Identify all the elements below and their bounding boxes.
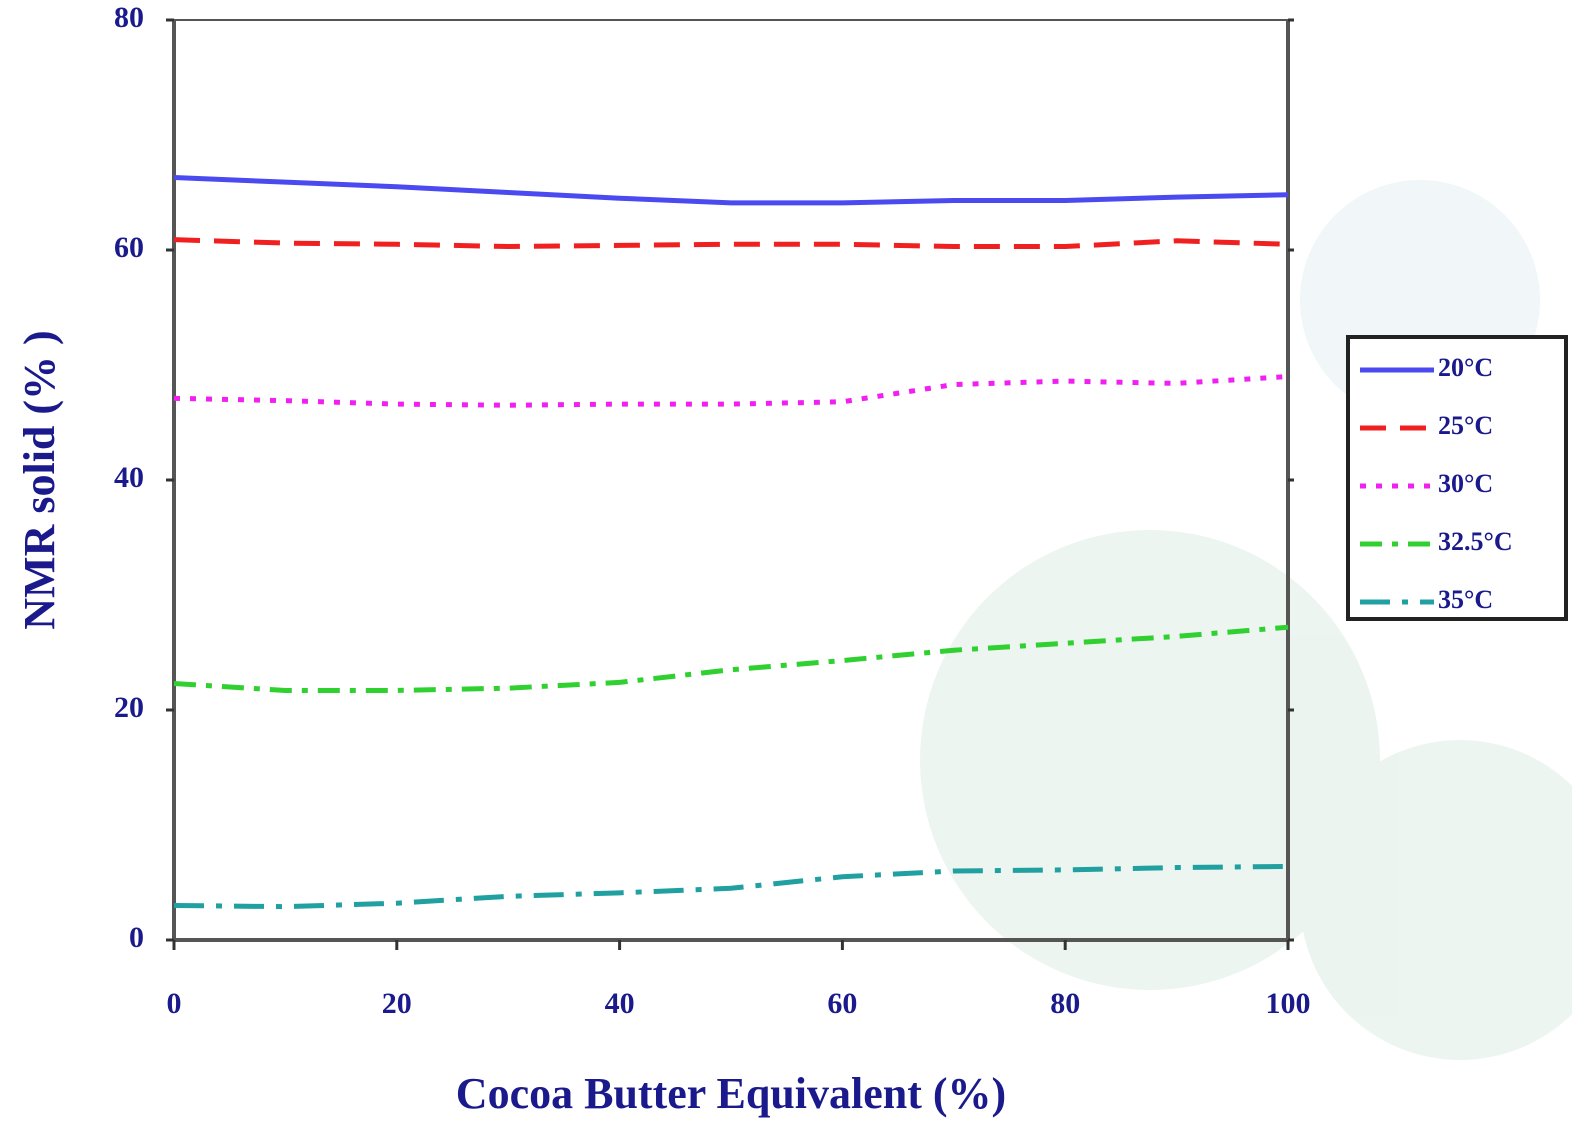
- legend: 20°C 25°C 30°C 32.5°C 35°C: [1348, 337, 1566, 619]
- chart: Cocoa Butter Equivalent (%) NMR solid (%…: [0, 0, 1572, 1132]
- series-line: [174, 240, 1288, 247]
- legend-label: 25°C: [1438, 411, 1493, 440]
- legend-label: 32.5°C: [1438, 527, 1513, 556]
- legend-label: 20°C: [1438, 353, 1493, 382]
- y-axis-label: NMR solid (% ): [15, 330, 64, 629]
- legend-label: 35°C: [1438, 585, 1493, 614]
- series-line: [174, 377, 1288, 406]
- y-tick-label: 80: [114, 1, 144, 34]
- x-tick-label: 20: [382, 987, 412, 1020]
- x-tick-label: 40: [605, 987, 635, 1020]
- legend-label: 30°C: [1438, 469, 1493, 498]
- series-line: [174, 178, 1288, 203]
- y-tick-label: 40: [114, 461, 144, 494]
- x-tick-label: 100: [1266, 987, 1311, 1020]
- x-tick-label: 60: [827, 987, 857, 1020]
- y-tick-label: 20: [114, 691, 144, 724]
- y-tick-label: 0: [129, 921, 144, 954]
- y-tick-label: 60: [114, 231, 144, 264]
- x-tick-label: 80: [1050, 987, 1080, 1020]
- x-tick-label: 0: [167, 987, 182, 1020]
- x-axis-label: Cocoa Butter Equivalent (%): [456, 1069, 1006, 1118]
